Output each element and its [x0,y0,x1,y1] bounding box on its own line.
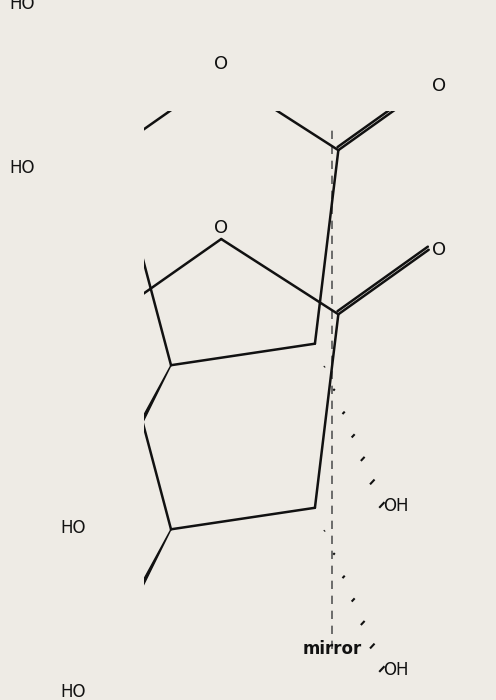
Polygon shape [85,365,171,530]
Text: O: O [432,241,445,259]
Text: OH: OH [383,662,409,679]
Text: O: O [214,55,228,73]
Polygon shape [34,1,114,150]
Polygon shape [85,529,171,694]
Text: OH: OH [383,497,409,515]
Polygon shape [34,165,114,314]
Text: HO: HO [10,0,35,13]
Text: mirror: mirror [303,640,362,658]
Text: HO: HO [10,159,35,177]
Text: HO: HO [61,519,86,537]
Text: O: O [214,219,228,237]
Text: O: O [432,77,445,94]
Text: HO: HO [61,682,86,700]
